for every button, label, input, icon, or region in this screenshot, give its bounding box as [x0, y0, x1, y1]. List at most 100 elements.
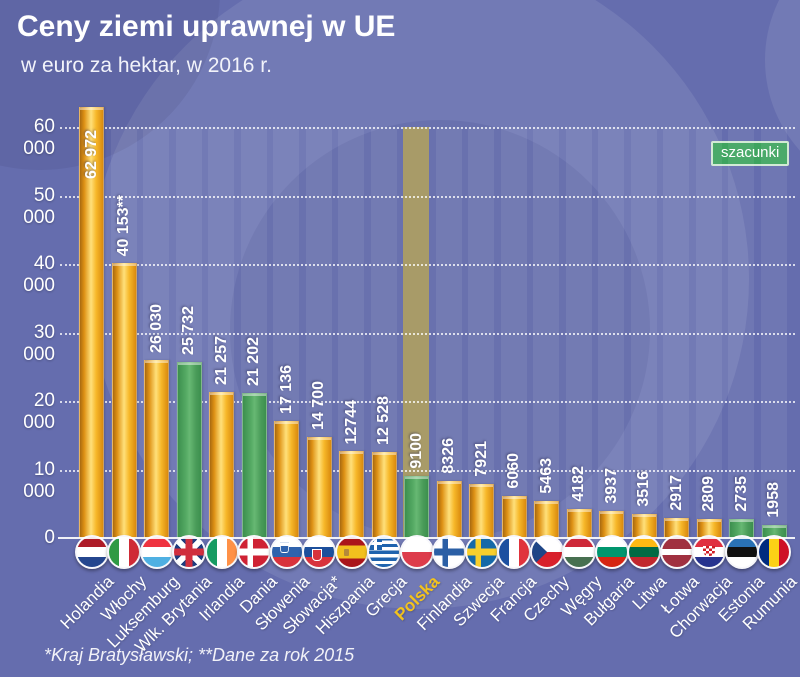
- bar-otwa: [664, 518, 689, 538]
- bar-szwecja: [469, 484, 494, 538]
- value-label-rumunia: 1958: [765, 482, 782, 518]
- flag-icon-irlandia: [204, 535, 239, 569]
- flag-icon-s-owacja: [302, 535, 336, 569]
- flag-icon-w-gry: [562, 535, 596, 569]
- gridline-60000: [60, 127, 795, 129]
- value-label-estonia: 2735: [732, 476, 750, 512]
- flag-icon-holandia: [74, 535, 109, 569]
- page-title: Ceny ziemi uprawnej w UE: [17, 10, 396, 43]
- bar-chorwacja: [696, 519, 722, 538]
- flag-icon-czechy: [529, 535, 564, 569]
- value-label-holandia: 62 972: [82, 130, 100, 179]
- column-w-ochy: 40 153** Włochy: [98, 105, 151, 625]
- bar-wlk-brytania: [176, 362, 202, 538]
- value-label-finlandia: 8326: [440, 438, 457, 474]
- value-label-bu-garia: 3937: [602, 468, 620, 504]
- estimates-badge: szacunki: [711, 141, 790, 166]
- bar-finlandia: [436, 481, 462, 538]
- bar-s-owacja: [306, 437, 332, 538]
- flag-icon-dania: [237, 535, 271, 569]
- column-francja: 6060 Francja: [487, 105, 541, 625]
- flag-icon-luksemburg: [139, 535, 174, 569]
- value-label-szwecja: 7921: [472, 441, 490, 477]
- column-litwa: 3516 Litwa: [627, 105, 670, 613]
- column-hiszpania: 12744 Hiszpania: [312, 105, 378, 639]
- bar-litwa: [631, 514, 657, 538]
- gridline-20000: [60, 401, 795, 403]
- value-label-czechy: 5463: [537, 458, 555, 494]
- flag-icon-otwa: [659, 535, 694, 569]
- column-szwecja: 7921 Szwecja: [450, 105, 508, 630]
- y-axis-tick-label: 60 000: [23, 116, 55, 159]
- bar-estonia: [729, 519, 754, 538]
- value-label-w-ochy: 40 153**: [115, 194, 132, 256]
- column-s-owacja: 14 700 Słowacja*: [279, 105, 345, 638]
- column-dania: 21 202 Dania: [236, 105, 281, 617]
- footnote: *Kraj Bratysławski; **Dane za rok 2015: [44, 645, 355, 665]
- value-label-dania: 21 202: [245, 337, 262, 386]
- value-label-s-owenia: 17 136: [277, 365, 295, 414]
- column-otwa: 2917 Łotwa: [657, 105, 703, 617]
- value-label-luksemburg: 26 030: [147, 304, 165, 353]
- y-axis-tick-label: 0: [44, 527, 55, 548]
- x-axis-line: [58, 537, 795, 539]
- column-bu-garia: 3937 Bułgaria: [580, 105, 638, 629]
- flag-icon-estonia: [724, 535, 759, 569]
- value-label-hiszpania: 12744: [342, 399, 360, 445]
- value-label-w-gry: 4182: [570, 466, 587, 502]
- column-holandia: 62 972 Holandia: [57, 105, 118, 633]
- flag-icon-w-ochy: [107, 535, 141, 569]
- flag-icon-litwa: [627, 535, 661, 569]
- gridline-50000: [60, 195, 795, 198]
- flag-icon-francja: [497, 535, 531, 569]
- value-label-s-owacja: 14 700: [310, 381, 327, 430]
- bar-w-ochy: [111, 263, 137, 538]
- value-label-polska: 9100: [407, 433, 425, 469]
- value-label-wlk-brytania: 25 732: [180, 306, 197, 355]
- flag-icon-finlandia: [432, 535, 466, 569]
- flag-icon-polska: [399, 535, 434, 569]
- flag-icon-szwecja: [464, 535, 499, 569]
- plot-area: 62 972 Holandia 40 153** Włochy 26 030 Luksem…: [57, 105, 800, 656]
- gridline-40000: [60, 264, 795, 266]
- bar-hiszpania: [339, 451, 364, 538]
- flag-icon-hiszpania: [334, 535, 369, 569]
- bar-bu-garia: [599, 511, 624, 538]
- column-chorwacja: 2809 Chorwacja: [665, 105, 735, 642]
- flag-icon-s-owenia: [269, 535, 304, 569]
- y-axis-tick-label: 50 000: [23, 184, 55, 228]
- flag-icon-wlk-brytania: [172, 535, 206, 569]
- column-grecja: 12 528 Grecja: [362, 105, 411, 621]
- column-wlk-brytania: 25 732 Wlk. Brytania: [131, 105, 215, 656]
- column-w-gry: 4182 Węgry: [557, 105, 605, 620]
- value-label-grecja: 12 528: [375, 396, 392, 445]
- value-label-irlandia: 21 257: [212, 336, 230, 385]
- flag-icon-bu-garia: [594, 535, 629, 569]
- y-axis-tick-label: 10 000: [23, 458, 55, 502]
- value-label-otwa: 2917: [667, 475, 685, 511]
- column-luksemburg: 26 030 Luksemburg: [103, 105, 183, 652]
- bar-dania: [241, 393, 267, 538]
- gridline-10000: [60, 469, 795, 472]
- bar-grecja: [371, 452, 397, 538]
- value-label-chorwacja: 2809: [700, 476, 717, 512]
- bar-luksemburg: [144, 360, 169, 538]
- bar-polska: [404, 476, 429, 538]
- value-label-litwa: 3516: [635, 471, 652, 507]
- y-axis-tick-label: 30 000: [23, 321, 55, 365]
- bar-czechy: [534, 501, 559, 538]
- column-s-owenia: 17 136 Słowenia: [251, 105, 313, 634]
- flag-icon-chorwacja: [692, 535, 726, 569]
- y-axis-tick-label: 20 000: [23, 390, 55, 433]
- flag-icon-rumunia: [757, 535, 791, 569]
- bar-irlandia: [209, 392, 234, 538]
- column-estonia: 2735 Estonia: [714, 105, 768, 625]
- flag-icon-grecja: [367, 535, 401, 569]
- y-axis-tick-label: 40 000: [23, 253, 55, 296]
- bar-w-gry: [566, 509, 592, 538]
- page-subtitle: w euro za hektar, w 2016 r.: [21, 54, 272, 77]
- bar-holandia: [79, 107, 104, 538]
- column-polska: 9100 Polska: [391, 105, 443, 624]
- column-finlandia: 8326 Finlandia: [413, 105, 475, 634]
